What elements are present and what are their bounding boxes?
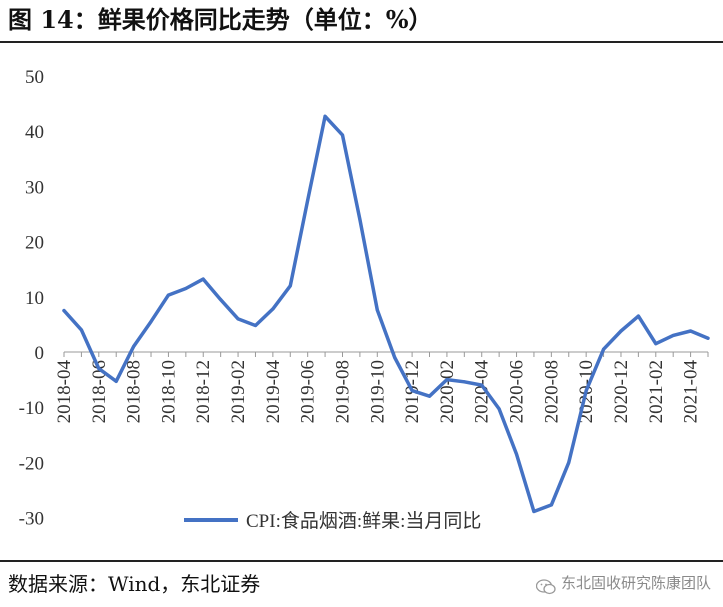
x-tick-label: 2019-08: [332, 360, 353, 423]
data-point: [306, 198, 310, 202]
data-point: [619, 329, 623, 333]
data-point: [114, 379, 118, 383]
x-tick-label: 2020-08: [541, 360, 562, 423]
watermark: 东北固收研究陈康团队: [535, 568, 711, 598]
source-note: 数据来源：Wind，东北证券: [8, 572, 261, 596]
x-axis-labels: 2018-04 2018-06 2018-08 2018-10 2018-12 2019-…: [54, 360, 702, 424]
x-tick-label: 2019-10: [367, 360, 388, 423]
data-point: [62, 309, 66, 313]
x-tick-label: 2019-06: [298, 360, 319, 423]
data-point: [567, 460, 571, 464]
legend: CPI:食品烟酒:鲜果:当月同比: [184, 510, 481, 532]
data-point: [201, 277, 205, 281]
x-tick-label: 2020-02: [437, 360, 458, 423]
x-tick-label: 2021-04: [681, 360, 702, 424]
x-tick-label: 2018-06: [89, 360, 110, 423]
x-tick-label: 2018-10: [158, 360, 179, 423]
top-rule: [0, 41, 723, 43]
data-point: [689, 329, 693, 333]
series-group: [62, 114, 710, 514]
y-tick-label: 0: [35, 343, 45, 364]
data-point: [358, 218, 362, 222]
data-point: [184, 287, 188, 291]
y-tick-label: 30: [25, 177, 44, 198]
data-point: [340, 133, 344, 137]
figure-title: 图 14：鲜果价格同比走势（单位：%）: [8, 5, 433, 34]
data-point: [706, 336, 710, 340]
x-tick-label: 2020-12: [611, 360, 632, 423]
data-point: [445, 378, 449, 382]
data-point: [219, 298, 223, 302]
data-point: [584, 389, 588, 393]
y-tick-label: -30: [19, 509, 44, 530]
x-tick-label: 2018-04: [54, 360, 75, 424]
data-point: [515, 452, 519, 456]
data-point: [271, 307, 275, 311]
x-tick-label: 2020-04: [472, 360, 493, 424]
y-tick-label: 40: [25, 122, 44, 143]
series-line: [62, 114, 710, 514]
data-point: [549, 503, 553, 507]
y-tick-label: -10: [19, 398, 44, 419]
x-axis-ticks: [63, 352, 709, 357]
data-point: [375, 308, 379, 312]
data-point: [393, 356, 397, 360]
data-point: [636, 314, 640, 318]
x-tick-label: 2018-08: [124, 360, 145, 423]
data-point: [132, 344, 136, 348]
data-point: [166, 293, 170, 297]
data-point: [532, 510, 536, 514]
y-tick-label: 20: [25, 233, 44, 254]
data-point: [480, 383, 484, 387]
data-point: [323, 114, 327, 118]
y-axis-labels: -30 -20 -10 0 10 20 30 40 50: [19, 67, 44, 530]
y-tick-label: 50: [25, 67, 44, 88]
data-point: [671, 333, 675, 337]
data-point: [654, 342, 658, 346]
x-tick-label: 2021-02: [646, 360, 667, 423]
x-tick-label: 2018-12: [193, 360, 214, 423]
data-point: [497, 407, 501, 411]
data-point: [97, 367, 101, 371]
wechat-icon: [535, 575, 556, 595]
data-point: [410, 389, 414, 393]
data-point: [149, 320, 153, 324]
data-point: [462, 380, 466, 384]
y-tick-label: 10: [25, 288, 44, 309]
x-tick-label: 2019-02: [228, 360, 249, 423]
y-tick-label: -20: [19, 453, 44, 474]
legend-label: CPI:食品烟酒:鲜果:当月同比: [246, 510, 481, 532]
watermark-text: 东北固收研究陈康团队: [560, 574, 711, 592]
x-tick-label: 2019-04: [263, 360, 284, 424]
data-point: [428, 394, 432, 398]
data-point: [253, 324, 257, 328]
data-point: [288, 284, 292, 288]
x-tick-label: 2020-06: [507, 360, 528, 423]
data-point: [602, 347, 606, 351]
bottom-rule: [0, 560, 723, 562]
data-point: [79, 328, 83, 332]
data-point: [236, 317, 240, 321]
